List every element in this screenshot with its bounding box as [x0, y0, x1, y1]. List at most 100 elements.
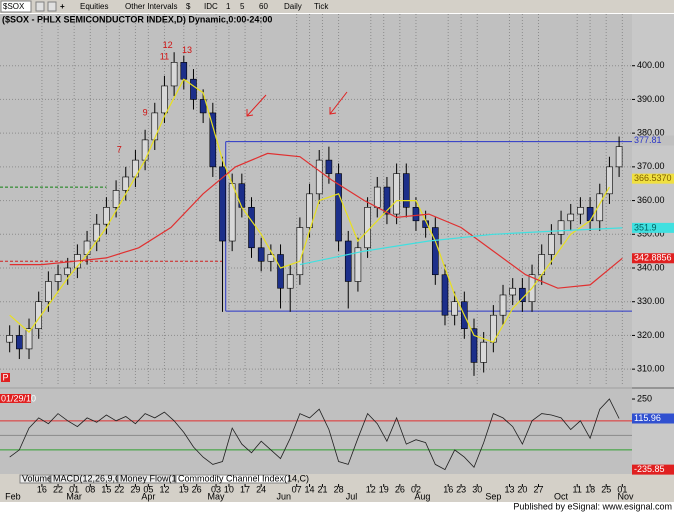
plot-layer: 12 13 11 9 7: [0, 14, 632, 471]
x-tick-label: 16: [37, 484, 47, 494]
price-label-box: [632, 135, 674, 146]
tool-icon[interactable]: [35, 1, 45, 12]
tab[interactable]: [175, 474, 290, 484]
candle-body: [606, 166, 613, 195]
month-label: Oct: [554, 491, 569, 501]
candle-body: [306, 193, 313, 228]
y-tick-label: 340.00: [637, 262, 665, 272]
marker-text: P: [2, 372, 8, 382]
candle-body: [16, 335, 23, 350]
month-label: Apr: [141, 491, 155, 501]
y-tick-label: 370.00: [637, 161, 665, 171]
candle-body: [112, 190, 120, 208]
x-tick-label: 20: [517, 484, 527, 494]
x-tick-label: 22: [53, 484, 63, 494]
toolbar-button[interactable]: 60: [259, 2, 268, 11]
indicator-line: [9, 152, 623, 289]
price-label-box: [632, 222, 674, 233]
price-label: 351.9: [634, 222, 657, 232]
toolbar-button[interactable]: Equities: [80, 2, 108, 11]
x-tick-label: 26: [395, 484, 405, 494]
tab-label[interactable]: Money Flow(14): [120, 473, 185, 483]
start-date: 01/29/10: [1, 393, 36, 403]
marker-box: [1, 373, 10, 382]
x-tick-label: 27: [533, 484, 543, 494]
toolbar-button[interactable]: 1: [226, 2, 231, 11]
toolbar-button[interactable]: Other Intervals: [125, 2, 177, 11]
x-tick-label: 23: [456, 484, 466, 494]
x-tick-label: 19: [179, 484, 189, 494]
annotation: 7: [117, 144, 122, 154]
candle-body: [267, 254, 275, 262]
candle-body: [354, 247, 362, 282]
price-label: 115.96: [634, 413, 661, 423]
candle-body: [151, 112, 159, 141]
candle-body: [364, 207, 371, 249]
arrow-head: [246, 109, 254, 117]
candle-body: [122, 176, 130, 191]
candle-body: [45, 281, 52, 303]
candle-body: [335, 173, 342, 242]
tab[interactable]: [19, 474, 51, 484]
tab-label[interactable]: MACD(12,26,9,C): [53, 473, 125, 483]
toolbar-button[interactable]: Tick: [314, 2, 329, 11]
indicator-line: [9, 78, 610, 343]
annotation: 13: [182, 45, 192, 55]
symbol-input[interactable]: $SOX: [3, 2, 25, 11]
candle-body: [586, 207, 594, 222]
month-label: Aug: [414, 491, 430, 501]
x-tick-label: 29: [130, 484, 140, 494]
candle-body: [548, 233, 555, 255]
candle-body: [596, 193, 604, 222]
x-tick-label: 26: [192, 484, 202, 494]
candle-body: [64, 267, 72, 276]
x-tick-label: 18: [585, 484, 595, 494]
tool-icon[interactable]: [47, 1, 57, 12]
tab-label[interactable]: Volume: [22, 473, 52, 483]
candle-body: [248, 207, 255, 249]
annotation: 12: [163, 40, 173, 50]
candle-body: [6, 335, 13, 343]
x-tick-label: 19: [379, 484, 389, 494]
y-tick-label: 320.00: [637, 330, 665, 340]
month-label: Jul: [346, 491, 358, 501]
y-tick-label: 250: [637, 393, 652, 403]
candle-body: [432, 227, 439, 276]
candle-body: [441, 274, 449, 316]
x-tick-label: 01: [69, 484, 79, 494]
x-tick-label: 25: [601, 484, 611, 494]
tab-label[interactable]: Commodity Channel Index(14,C): [178, 473, 309, 483]
x-tick-label: 01: [617, 484, 627, 494]
tab[interactable]: [50, 474, 118, 484]
arrow-head: [329, 107, 337, 115]
x-tick-label: 02: [411, 484, 421, 494]
x-tick-label: 30: [472, 484, 482, 494]
arrow: [246, 94, 267, 117]
x-tick-label: 22: [114, 484, 124, 494]
month-label: May: [208, 491, 226, 501]
candle-body: [470, 328, 478, 363]
cci-line: [9, 398, 620, 471]
annotation-arrows: [246, 91, 348, 117]
price-label-box: [632, 464, 674, 475]
candle-body: [373, 186, 381, 208]
toolbar-button[interactable]: Daily: [284, 2, 302, 11]
candle-body: [170, 62, 178, 87]
price-label-box: [632, 413, 674, 424]
price-label: -235.85: [634, 464, 665, 474]
x-tick-label: 14: [305, 484, 315, 494]
y-tick-label: 310.00: [637, 364, 665, 374]
symbol-box[interactable]: [0, 0, 32, 13]
tab[interactable]: [117, 474, 176, 484]
candle-body: [412, 207, 420, 222]
y-tick-label: 350.00: [637, 229, 665, 239]
candle-body: [480, 341, 487, 363]
toolbar-button[interactable]: IDC: [204, 2, 218, 11]
toolbar-button[interactable]: $: [186, 2, 191, 11]
toolbar-button[interactable]: 5: [240, 2, 245, 11]
tool-icon[interactable]: +: [60, 2, 65, 11]
candle-body: [180, 62, 188, 80]
month-label: Jun: [276, 491, 291, 501]
y-tick-label: 360.00: [637, 195, 665, 205]
